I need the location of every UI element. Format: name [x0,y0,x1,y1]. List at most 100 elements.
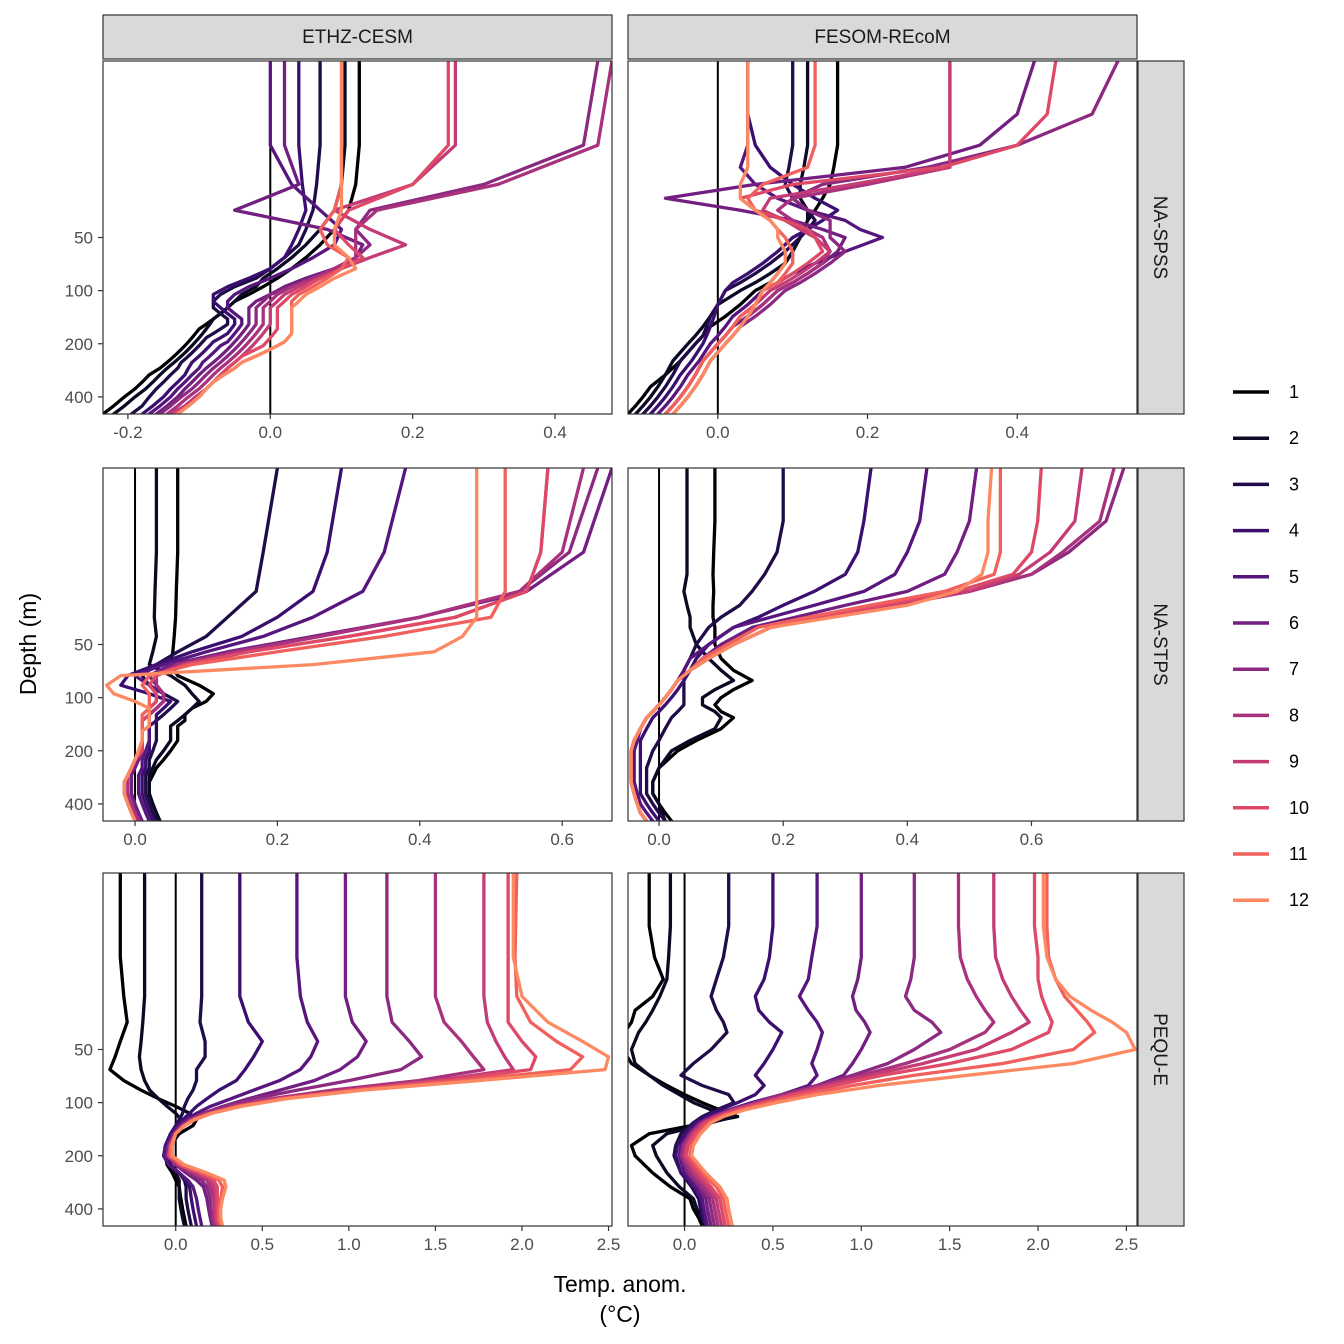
series-line-5 [161,873,320,1226]
legend-item: 4 [1233,521,1299,541]
series-line-12 [176,61,358,414]
row-strip-bottom: PEQU-E [1137,872,1185,1227]
series-line-2 [112,61,347,414]
row-strip-top: NA-SPSS [1137,60,1185,415]
panel-ethz-stps: 0.0 0.2 0.4 0.6 50 100 200 400 [65,467,613,849]
x-tick-label: 0.0 [673,1235,697,1254]
x-tick-label: 0.0 [647,830,671,849]
x-tick-label: 1.0 [337,1235,361,1254]
x-tick-label: 0.2 [771,830,795,849]
x-tick-label: 0.0 [258,423,282,442]
series-line-4 [638,468,873,821]
legend-label: 6 [1289,613,1299,633]
series-line-2 [629,873,736,1226]
y-tick-label: 400 [65,388,93,407]
series-line-3 [129,61,322,414]
x-tick-label: 0.4 [1005,423,1029,442]
legend-label: 9 [1289,752,1299,772]
legend-label: 3 [1289,474,1299,494]
legend-item: 5 [1233,567,1299,587]
series-lines [628,873,1137,1226]
column-strip-label: FESOM-REcoM [814,27,950,48]
x-tick-label: 1.5 [424,1235,448,1254]
series-line-3 [163,873,207,1226]
panel-fesom-pequ: 0.0 0.5 1.0 1.5 2.0 2.5 [627,872,1139,1254]
y-tick-label: 400 [65,1200,93,1219]
legend-item: 9 [1233,752,1299,772]
x-tick-label: 2.0 [510,1235,534,1254]
series-lines [629,468,1126,821]
y-axis-title: Depth (m) [15,593,41,695]
x-tick-label: 0.4 [896,830,920,849]
y-tick-label: 200 [65,1147,93,1166]
series-line-4 [119,468,344,821]
series-line-2 [633,61,810,414]
series-line-6 [154,61,365,414]
series-line-2 [651,468,736,821]
y-tick-label: 400 [65,795,93,814]
legend-label: 10 [1289,798,1309,818]
legend-item: 2 [1233,428,1299,448]
x-tick-label: 0.6 [1020,830,1044,849]
series-line-7 [158,61,600,414]
series-line-10 [172,61,450,414]
series-line-5 [147,61,344,414]
column-strip-right: FESOM-REcoM [627,14,1138,60]
x-tick-label: 2.0 [1026,1235,1050,1254]
row-strip-label: NA-STPS [1149,603,1170,685]
y-tick-label: 50 [74,1041,93,1060]
series-line-1 [103,61,361,414]
x-tick-label: 0.2 [266,830,290,849]
series-lines [104,468,612,821]
series-line-11 [663,61,817,414]
series-line-12 [689,873,1137,1226]
x-tick-label: 0.2 [856,423,880,442]
y-tick-label: 100 [65,1094,93,1113]
legend-label: 7 [1289,659,1299,679]
series-line-10 [684,873,1054,1226]
x-tick-label: 2.5 [1115,1235,1139,1254]
row-strip-label: NA-SPSS [1149,196,1170,279]
panel-fesom-stps: 0.0 0.2 0.4 0.6 [627,467,1138,849]
x-axis-title: Temp. anom. [554,1271,687,1297]
series-line-3 [644,468,785,821]
y-tick-label: 50 [74,636,93,655]
x-tick-label: 0.5 [761,1235,785,1254]
legend-label: 12 [1289,890,1309,910]
series-line-3 [140,468,280,821]
x-tick-label: 2.5 [597,1235,621,1254]
legend-label: 5 [1289,567,1299,587]
legend-item: 12 [1233,890,1309,910]
legend-item: 6 [1233,613,1299,633]
legend-item: 10 [1233,798,1309,818]
series-lines [103,61,612,414]
series-line-11 [688,873,1097,1226]
panel-ethz-spss: -0.2 0.0 0.2 0.4 50 100 200 400 [65,60,613,442]
row-strip-label: PEQU-E [1149,1013,1170,1086]
x-tick-label: 0.4 [543,423,567,442]
legend-label: 4 [1289,521,1299,541]
row-strip-middle: NA-STPS [1137,467,1185,822]
panel-border [627,60,1138,415]
x-tick-label: 1.5 [938,1235,962,1254]
y-tick-label: 100 [65,282,93,301]
legend-label: 8 [1289,705,1299,725]
series-line-12 [629,468,994,821]
panel-border [627,872,1138,1227]
series-line-4 [161,873,264,1226]
legend-label: 11 [1289,844,1308,864]
x-tick-label: 0.4 [408,830,432,849]
panel-fesom-spss: 0.0 0.2 0.4 [627,60,1138,442]
y-tick-label: 100 [65,689,93,708]
x-tick-label: 0.0 [706,423,730,442]
legend-item: 8 [1233,705,1299,725]
x-tick-label: -0.2 [113,423,142,442]
series-lines [108,873,611,1226]
column-strip-left: ETHZ-CESM [102,14,613,60]
y-tick-label: 50 [74,229,93,248]
series-line-4 [674,873,784,1226]
legend-item: 11 [1233,844,1308,864]
series-line-12 [671,61,787,414]
x-axis-unit: (°C) [599,1301,640,1327]
